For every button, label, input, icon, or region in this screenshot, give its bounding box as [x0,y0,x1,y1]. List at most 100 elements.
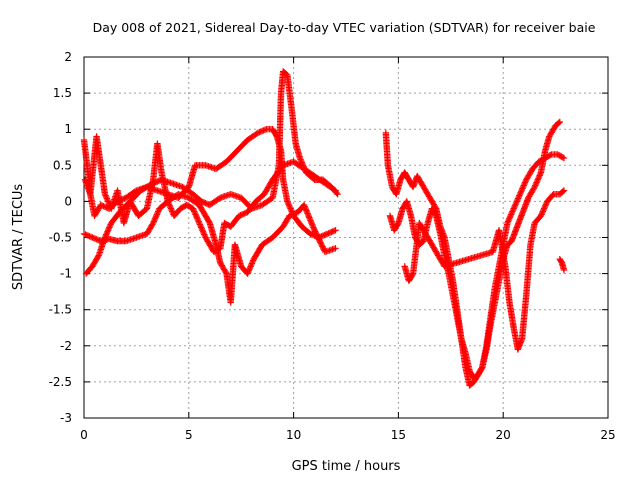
data-point [325,230,332,237]
data-point [534,176,541,183]
x-tick-label: 5 [185,428,193,442]
data-point [518,186,526,194]
data-point [249,258,256,266]
data-point [200,199,208,206]
data-point [103,229,111,237]
data-point [164,198,172,205]
data-point [287,205,294,212]
data-point [247,263,254,270]
data-point [102,232,109,240]
data-point [149,219,157,227]
data-point [510,205,517,212]
data-point [332,187,339,194]
data-point [244,270,251,277]
data-point [284,199,292,207]
data-point [101,190,109,198]
data-point [522,177,529,185]
data-point [328,228,335,236]
data-point [166,202,173,209]
data-point [202,200,209,207]
data-point [284,198,291,205]
data-point [516,192,523,199]
x-axis-label: GPS time / hours [292,459,401,474]
data-point [94,253,102,261]
data-point [248,261,255,269]
data-point [332,227,339,234]
data-point [307,230,314,238]
data-point [535,175,542,182]
data-point [540,205,548,212]
data-point [168,206,175,214]
x-tick-label: 15 [391,428,406,442]
data-point [98,202,106,209]
data-point [197,224,205,231]
data-point [91,235,99,242]
data-point [260,127,267,134]
data-point [190,206,197,214]
data-point [192,212,200,220]
data-point [546,151,554,159]
data-point [105,225,112,233]
data-point [241,210,248,217]
data-point [409,271,416,279]
data-point [542,202,549,209]
data-point [197,222,204,230]
data-point [287,212,295,219]
data-point [509,208,516,215]
data-point [200,229,207,237]
data-point [238,211,246,218]
data-point [193,214,200,221]
data-point [506,214,514,221]
data-point [508,209,515,217]
series-track-c [82,68,341,277]
data-point [151,216,158,224]
data-point [86,233,93,240]
data-point [155,177,162,185]
data-point [555,119,562,127]
data-point [104,196,111,204]
data-point [519,185,526,192]
data-point [194,215,201,222]
data-point [560,187,568,194]
data-point [84,232,92,239]
data-point [101,234,109,241]
data-point [533,179,540,186]
data-point [102,192,109,199]
data-point [535,173,543,181]
data-point [329,228,336,235]
data-point [240,210,247,218]
data-point [199,227,206,234]
data-point [559,188,567,195]
data-point [517,189,524,196]
data-point [515,193,522,201]
x-tick-label: 25 [600,428,615,442]
data-point [256,129,263,136]
data-point [532,180,540,188]
data-point [518,188,525,195]
x-tick-labels: 0 5 10 15 20 25 [80,428,615,442]
data-point [87,233,95,241]
chart-title: Day 008 of 2021, Sidereal Day-to-day VTE… [93,20,596,35]
data-point [538,211,545,218]
data-point [222,269,229,276]
data-point [519,183,527,191]
data-point [285,202,293,209]
data-point [536,172,543,179]
y-tick-label: 0 [64,194,72,208]
data-point [244,268,252,276]
data-point [165,199,172,207]
data-series [80,68,568,389]
data-point [537,212,545,220]
x-tick-label: 0 [80,428,88,442]
data-point [504,219,511,227]
data-point [520,182,527,189]
data-point [530,185,538,192]
data-point [521,180,528,188]
data-point [194,216,202,224]
data-point [195,218,202,225]
y-tick-label: 0.5 [53,158,72,172]
data-point [541,203,548,211]
data-point [94,236,102,244]
data-point [189,205,197,212]
